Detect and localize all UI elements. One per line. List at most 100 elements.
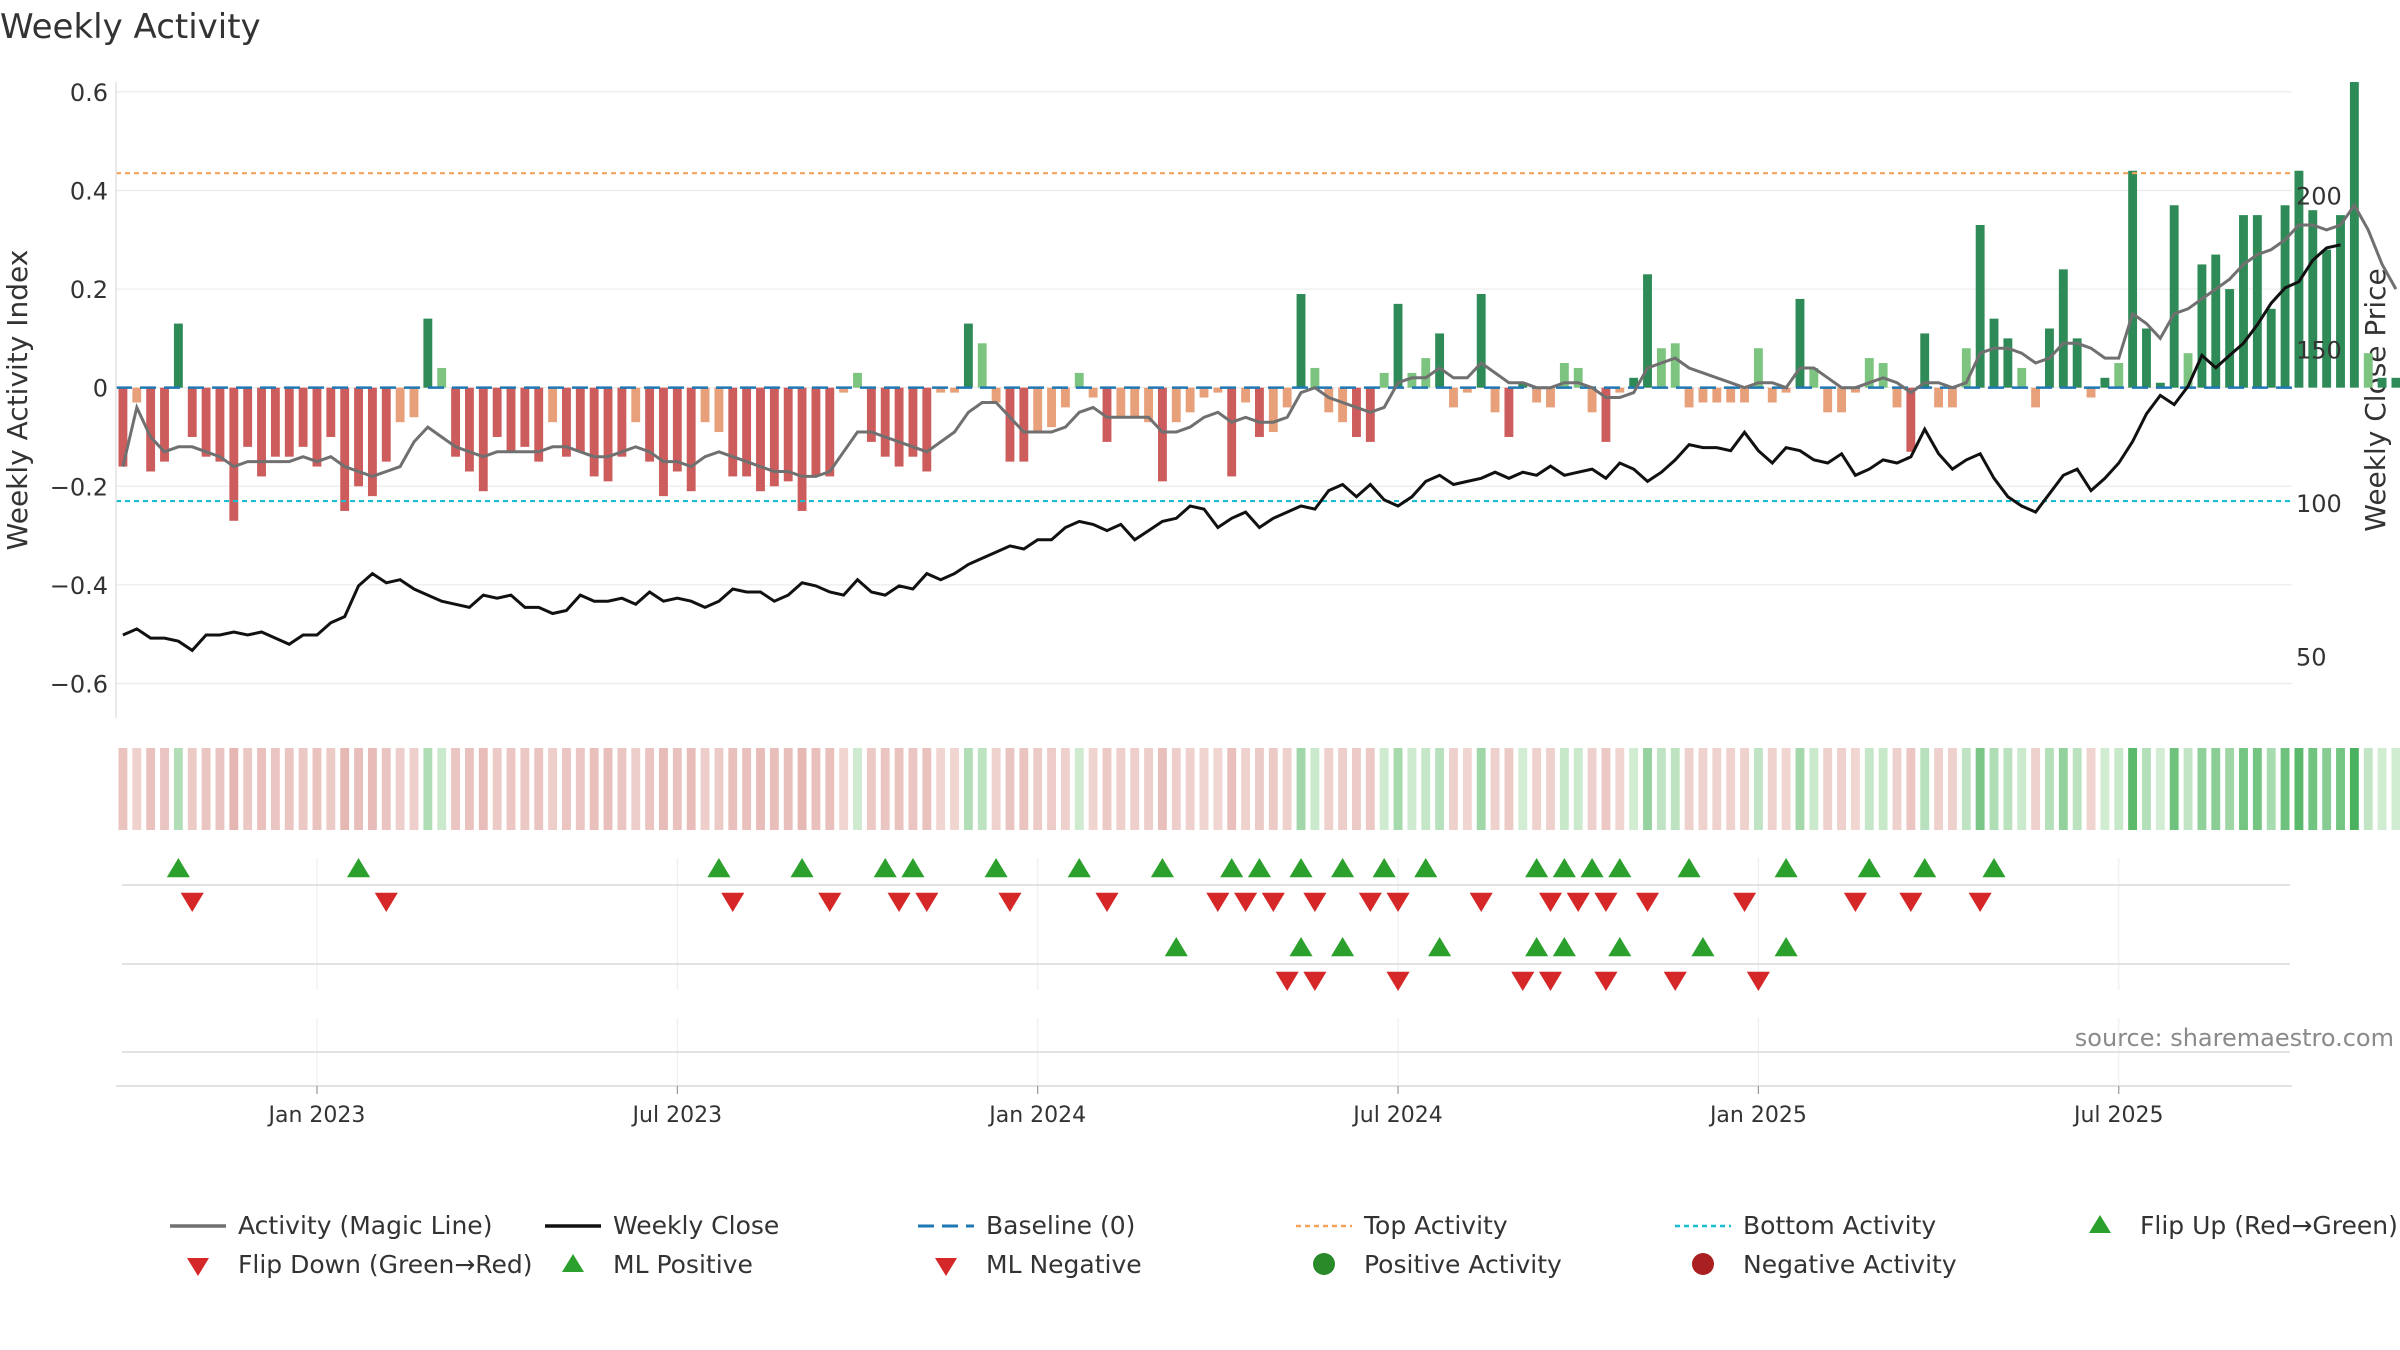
activity-bar [672,387,682,472]
activity-bar [728,387,738,477]
flip-up-marker [1525,858,1549,878]
heat-strip-cell [1753,748,1763,830]
weekly-close-line [122,243,2341,653]
ml-negative-marker [1386,971,1410,991]
legend-swatch [562,1254,584,1272]
heat-strip-cell [1546,748,1555,830]
activity-bar [2308,210,2318,388]
activity-bar [908,387,918,457]
activity-bar [1767,387,1777,403]
left-axis-label: Weekly Activity Index [1,250,34,551]
ml-positive-marker [1331,937,1355,957]
activity-bar [367,387,377,497]
legend-swatch [1313,1253,1335,1275]
heat-strip-cell [769,748,779,830]
activity-bar [1379,372,1389,388]
heat-strip-cell [1338,748,1348,830]
ml-positive-marker [1525,937,1549,957]
activity-bar [146,387,156,472]
activity-bar [1421,358,1431,388]
heat-strip-cell [728,748,738,830]
heat-strip-cell [492,748,502,830]
heat-strip-cell [173,748,183,830]
heat-strip-cell [2266,748,2276,830]
heat-strip-cell [506,748,516,830]
activity-bar [1449,387,1458,408]
activity-bar [700,387,710,423]
left-tick-label: 0 [93,375,108,403]
heat-strip-cell [2003,748,2013,830]
activity-bar [1809,367,1819,388]
activity-bar [520,387,530,447]
flip-down-marker [1386,892,1410,912]
x-tick-label: Jul 2025 [2072,1103,2164,1128]
heat-strip-cell [118,748,128,830]
activity-bar [1490,387,1500,413]
heat-strip-cell [1975,748,1985,830]
activity-bar [506,387,516,452]
ml-negative-marker [1746,971,1770,991]
heat-strip-cell [298,748,308,830]
heat-strip-cell [423,748,433,830]
heat-strip-cell [1365,748,1375,830]
flip-down-marker [1594,892,1618,912]
heat-strip-cell [700,748,710,830]
heat-strip-cell [409,748,419,830]
heat-strip-cell [1809,748,1819,830]
heat-strip-cell [1144,748,1153,830]
flip-down-marker [1732,892,1757,912]
heat-strip-cell [312,748,322,830]
heat-strip-cell [1878,748,1888,830]
activity-bar [783,387,793,482]
heat-strip-cell [1268,748,1278,830]
heat-strip-cell [2308,748,2318,830]
activity-bar [1587,387,1597,413]
flip-up-marker [1067,858,1091,878]
activity-bar [2086,387,2096,398]
heat-strip-cell [1864,748,1874,830]
heat-strip-cell [2142,748,2151,830]
heat-strip-cell [2239,748,2248,830]
heat-strip-cell [1116,748,1126,830]
flip-up-marker [707,858,731,878]
heat-strip-cell [1767,748,1777,830]
activity-bar [243,387,253,447]
activity-bar [1199,387,1209,398]
heat-strip-cell [575,748,585,830]
legend-label: Flip Up (Red→Green) [2140,1211,2398,1240]
ml-negative-marker [1275,971,1299,991]
heat-strip-cell [1989,748,1999,830]
heat-strip-cell [1656,748,1666,830]
right-tick-label: 50 [2296,644,2327,672]
flip-down-marker [887,892,911,912]
heat-strip-cell [2363,748,2373,830]
heat-strip-cell [2114,748,2124,830]
activity-bar [257,387,266,477]
activity-bar [298,387,308,447]
heat-strip-cell [1171,748,1181,830]
activity-bar [409,387,419,418]
ml-negative-marker [1594,971,1618,991]
heat-strip-cell [1352,748,1361,830]
heat-strip-cell [1407,748,1417,830]
activity-bar [2169,205,2179,388]
heat-strip-cell [1643,748,1652,830]
heat-strip-cell [1421,748,1431,830]
activity-bar [1365,387,1375,442]
left-tick-label: −0.2 [50,473,108,501]
activity-bar [811,387,821,477]
source-label: source: sharemaestro.com [2075,1024,2394,1052]
flip-down-marker [1566,892,1590,912]
heat-strip-cell [1102,748,1112,830]
heat-strip-cell [1573,748,1583,830]
legend-label: Weekly Close [613,1211,779,1240]
magic-line [121,202,2398,478]
legend-item: Activity (Magic Line) [170,1211,492,1240]
heat-strip-cell [451,748,461,830]
x-tick-label: Jan 2023 [267,1103,366,1128]
heat-strip-cell [381,748,391,830]
flip-up-marker [346,858,371,878]
activity-bar [270,387,280,457]
activity-bar [1532,387,1542,403]
activity-bar [686,387,696,492]
